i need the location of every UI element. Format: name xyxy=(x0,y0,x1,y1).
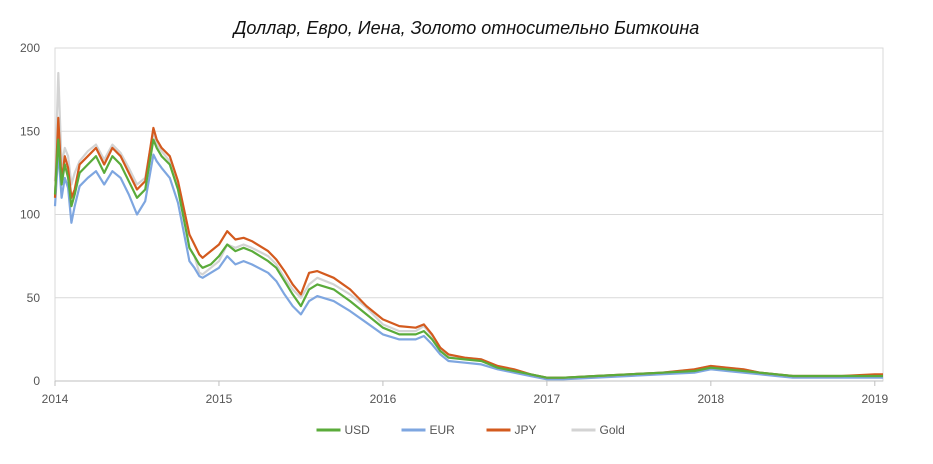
axes: 0 50 100 150 200 2014 2015 2016 2017 2018 2019 xyxy=(20,41,889,406)
legend: USD EUR JPY Gold xyxy=(316,423,625,437)
legend-label-eur: EUR xyxy=(430,423,456,437)
chart-title: Доллар, Евро, Иена, Золото относительно … xyxy=(233,18,700,38)
y-tick-label: 200 xyxy=(20,41,40,55)
series-layer xyxy=(53,71,883,381)
series-line-usd xyxy=(53,138,883,379)
x-tick-label: 2017 xyxy=(534,392,561,406)
x-tick-label: 2015 xyxy=(206,392,233,406)
y-tick-label: 150 xyxy=(20,124,40,138)
x-tick-label: 2019 xyxy=(861,392,888,406)
y-tick-label: 100 xyxy=(20,208,40,222)
legend-label-jpy: JPY xyxy=(515,423,537,437)
legend-label-usd: USD xyxy=(345,423,371,437)
y-tick-label: 50 xyxy=(27,291,41,305)
series-line-eur xyxy=(53,150,883,381)
x-tick-label: 2018 xyxy=(697,392,724,406)
x-tick-label: 2016 xyxy=(370,392,397,406)
series-line-jpy xyxy=(53,116,883,379)
x-tick-label: 2014 xyxy=(42,392,69,406)
legend-label-gold: Gold xyxy=(600,423,625,437)
y-tick-label: 0 xyxy=(33,374,40,388)
series-line-gold xyxy=(53,71,883,379)
